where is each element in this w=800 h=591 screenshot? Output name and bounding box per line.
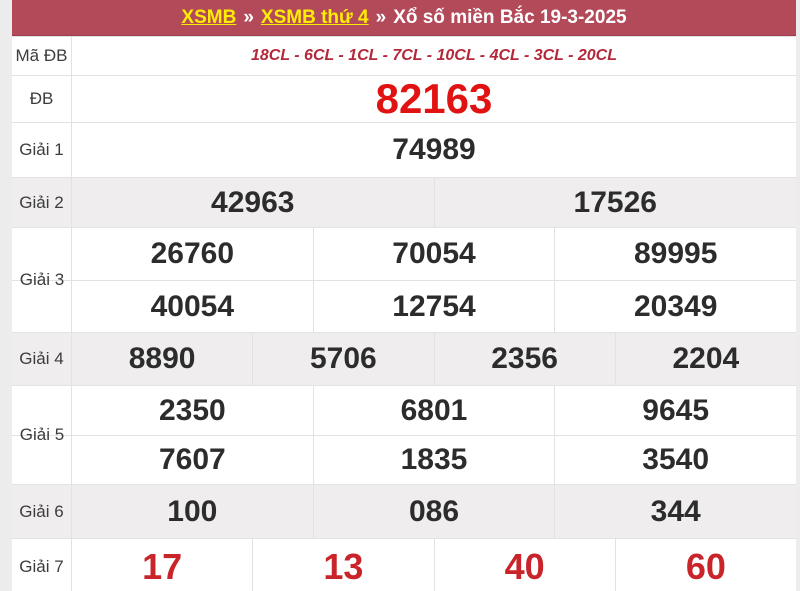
breadcrumb-separator: » (375, 6, 387, 28)
breadcrumb-link-xsmb[interactable]: XSMB (181, 6, 237, 28)
prize-value: 74989 (392, 133, 476, 166)
row-giai-3: Giải 3 26760 70054 89995 40054 12754 203… (12, 227, 796, 332)
row-label-giai-5: Giải 5 (19, 425, 65, 444)
special-prize-value: 82163 (375, 75, 493, 122)
row-giai-5: Giải 5 2350 6801 9645 7607 1835 3540 (12, 385, 796, 484)
prize-value: 42963 (211, 185, 295, 219)
row-giai-1: Giải 1 74989 (12, 122, 796, 177)
prize-value: 3540 (554, 436, 796, 484)
prize-value: 89995 (554, 228, 796, 280)
label-column-spacer (12, 436, 72, 484)
row-label-db: ĐB (12, 76, 72, 122)
prize-value: 6801 (312, 386, 555, 435)
prize-value: 70054 (312, 228, 555, 280)
prize-value: 26760 (150, 237, 235, 270)
prize-value: 13 (252, 539, 433, 591)
prize-value: 100 (167, 494, 218, 528)
prize-value: 7607 (158, 443, 226, 476)
prize-value: 17 (142, 545, 183, 587)
row-giai-2: Giải 2 42963 17526 (12, 177, 796, 227)
label-column-spacer (12, 386, 72, 435)
row-label-giai-3: Giải 3 (19, 270, 65, 289)
prize-value: 40 (433, 539, 615, 591)
prize-value: 8890 (128, 342, 196, 375)
row-label-giai-6: Giải 6 (12, 485, 72, 538)
page-title: Xổ số miền Bắc 19-3-2025 (393, 6, 627, 28)
row-giai-6: Giải 6 100 086 344 (12, 484, 796, 538)
prize-value: 5706 (252, 333, 433, 385)
breadcrumb-separator: » (243, 6, 254, 28)
row-label-giai-7: Giải 7 (12, 539, 72, 591)
label-column-spacer (12, 281, 72, 332)
prize-value: 9645 (554, 386, 796, 435)
breadcrumb-link-xsmb-thu-4[interactable]: XSMB thứ 4 (260, 6, 369, 28)
prize-value: 086 (312, 485, 555, 538)
prize-value: 2204 (614, 333, 796, 385)
prize-value: 12754 (312, 281, 555, 332)
prize-value: 60 (614, 539, 796, 591)
special-code-value: 18CL - 6CL - 1CL - 7CL - 10CL - 4CL - 3C… (250, 47, 617, 64)
row-ma-db: Mã ĐB 18CL - 6CL - 1CL - 7CL - 10CL - 4C… (12, 36, 796, 75)
row-label-ma-db: Mã ĐB (12, 37, 72, 75)
prize-value: 2356 (433, 333, 615, 385)
breadcrumb: XSMB » XSMB thứ 4 » Xổ số miền Bắc 19-3-… (12, 0, 796, 36)
row-label-giai-2: Giải 2 (12, 178, 72, 227)
row-db: ĐB 82163 (12, 75, 796, 122)
prize-value: 20349 (554, 281, 796, 332)
prize-value: 344 (554, 485, 796, 538)
prize-value: 17526 (433, 178, 797, 227)
prize-value: 2350 (158, 393, 226, 427)
label-column-spacer (12, 228, 72, 280)
prize-value: 40054 (150, 289, 235, 323)
row-giai-7: Giải 7 17 13 40 60 (12, 538, 796, 591)
row-label-giai-1: Giải 1 (12, 123, 72, 177)
prize-value: 1835 (312, 436, 555, 484)
row-giai-4: Giải 4 8890 5706 2356 2204 (12, 332, 796, 385)
lottery-results-board: XSMB » XSMB thứ 4 » Xổ số miền Bắc 19-3-… (12, 0, 796, 591)
row-label-giai-4: Giải 4 (12, 333, 72, 385)
